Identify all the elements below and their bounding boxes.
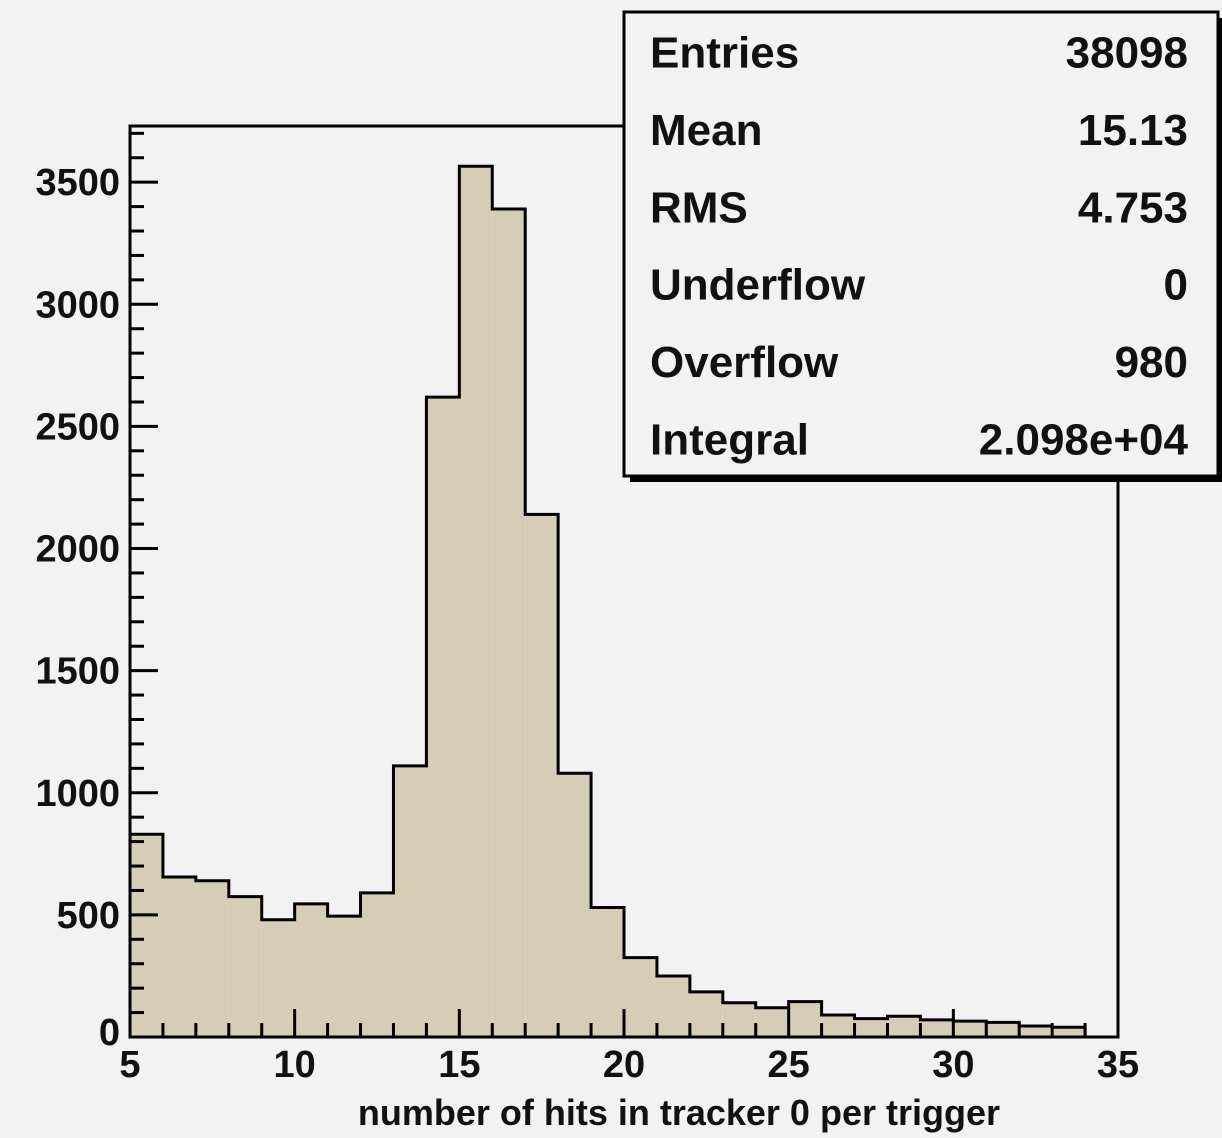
stats-label: RMS [650,183,748,232]
y-tick-label: 1500 [35,651,120,693]
histogram-bar [426,397,460,1037]
y-tick-label: 3000 [35,284,120,326]
y-tick-label: 2000 [35,529,120,571]
histogram-bar [162,877,196,1037]
histogram-bar [130,834,163,1037]
x-tick-label: 5 [119,1044,140,1086]
y-tick-label: 3500 [35,162,120,204]
histogram-bar [591,907,624,1037]
histogram-bar [953,1021,987,1037]
histogram-bar [722,1002,756,1037]
histogram-bar [327,916,361,1037]
x-tick-label: 10 [274,1044,316,1086]
y-tick-label: 1000 [35,773,120,815]
histogram-bar [821,1015,855,1037]
stats-value: 980 [1115,338,1188,387]
stats-label: Entries [650,29,799,78]
y-tick-label: 0 [99,1012,120,1054]
histogram-bar [986,1022,1020,1037]
y-tick-label: 500 [57,895,120,937]
histogram-bar [261,919,295,1037]
histogram-bar [558,773,592,1037]
x-axis-title: number of hits in tracker 0 per trigger [358,1092,1000,1133]
histogram-bar [920,1019,954,1037]
histogram-bar [294,903,328,1037]
stats-box-frame [622,10,1220,478]
histogram-bar [525,514,559,1037]
stats-value: 4.753 [1078,183,1188,232]
axes: 5 10 15 20 25 30 35 0 500 1000 1500 2000 2500 3000 350… [35,124,1139,1086]
stats-label: Underflow [650,261,866,310]
stats-box: Entries 38098 Mean 15.13 RMS 4.753 Underflow 0 O… [622,10,1222,482]
x-tick-label: 30 [932,1044,974,1086]
histogram-bar [393,765,427,1037]
x-tick-label: 35 [1097,1044,1139,1086]
histogram-bar [459,166,493,1037]
stats-value: 38098 [1066,29,1188,78]
stats-value: 0 [1164,261,1188,310]
histogram-bar [1019,1026,1053,1037]
histogram-bar [1052,1027,1086,1037]
histogram-bar [228,896,262,1037]
histogram-bar [689,991,723,1037]
stats-label: Mean [650,106,762,155]
histogram-bar [887,1016,921,1037]
x-tick-label: 25 [768,1044,810,1086]
histogram-outline [128,164,1087,1037]
histogram-bar [624,957,657,1037]
stats-label: Overflow [650,338,839,387]
histogram-bar [854,1018,888,1037]
stats-label: Integral [650,415,809,464]
y-tick-label: 2500 [35,406,120,448]
stats-value: 15.13 [1078,106,1188,155]
x-tick-label: 20 [603,1044,645,1086]
histogram-bar [755,1007,789,1037]
histogram-bar [492,209,526,1037]
x-tick-label: 15 [438,1044,480,1086]
histogram-bar [656,975,690,1037]
histogram-bar [788,1001,822,1037]
histogram-bar [195,880,229,1037]
histogram-bar [360,892,394,1037]
stats-value: 2.098e+04 [979,415,1189,464]
